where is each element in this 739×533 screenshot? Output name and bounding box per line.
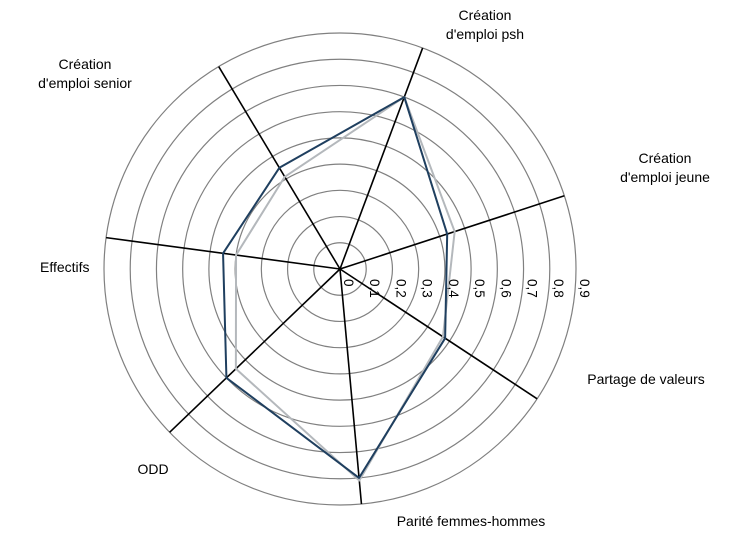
- data-series: [222, 96, 456, 482]
- grid-ring: [155, 84, 525, 454]
- grid-ring: [103, 32, 577, 506]
- radial-tick-label: 0,3: [420, 279, 435, 298]
- series-line: [234, 96, 456, 482]
- axis-label: Création d'emploi psh: [446, 7, 524, 42]
- radial-tick-label: 0,5: [472, 279, 487, 298]
- grid-ring: [286, 215, 394, 323]
- axis-spoke: [339, 47, 424, 270]
- axis-label: Parité femmes-hommes: [397, 513, 546, 529]
- axis-spokes: [105, 47, 565, 505]
- radial-tick-label: 0: [341, 279, 356, 287]
- grid-ring: [182, 111, 498, 427]
- radial-tick-label: 0,2: [393, 279, 408, 298]
- radial-tick-label: 0,9: [577, 279, 592, 298]
- axis-label: Partage de valeurs: [587, 371, 705, 387]
- axis-spoke: [339, 268, 363, 505]
- radial-tick-label: 0,1: [367, 279, 382, 298]
- axis-labels: Création d'emploi psh Création d'emploi jeu…: [38, 7, 710, 529]
- radial-tick-label: 0,4: [446, 279, 461, 298]
- grid-ring: [208, 137, 472, 401]
- axis-label: Création d'emploi jeune: [620, 150, 710, 185]
- axis-label: Création d'emploi senior: [38, 56, 132, 91]
- radial-tick-label: 0,6: [498, 279, 513, 298]
- axis-label: Effectifs: [40, 259, 90, 275]
- axis-spoke: [169, 268, 341, 433]
- series-line: [222, 96, 449, 479]
- grid-ring: [313, 242, 367, 296]
- axis-spoke: [339, 195, 565, 270]
- radial-tick-labels: 0 0,1 0,2 0,3 0,4 0,5 0,6 0,7 0,8 0,9: [341, 279, 592, 298]
- grid-ring: [129, 58, 551, 480]
- axis-spoke: [339, 268, 538, 400]
- radial-tick-label: 0,8: [551, 279, 566, 298]
- grid-rings: [103, 32, 577, 506]
- grid-ring: [260, 189, 420, 349]
- axis-label: ODD: [137, 461, 168, 477]
- radial-tick-label: 0,7: [525, 279, 540, 298]
